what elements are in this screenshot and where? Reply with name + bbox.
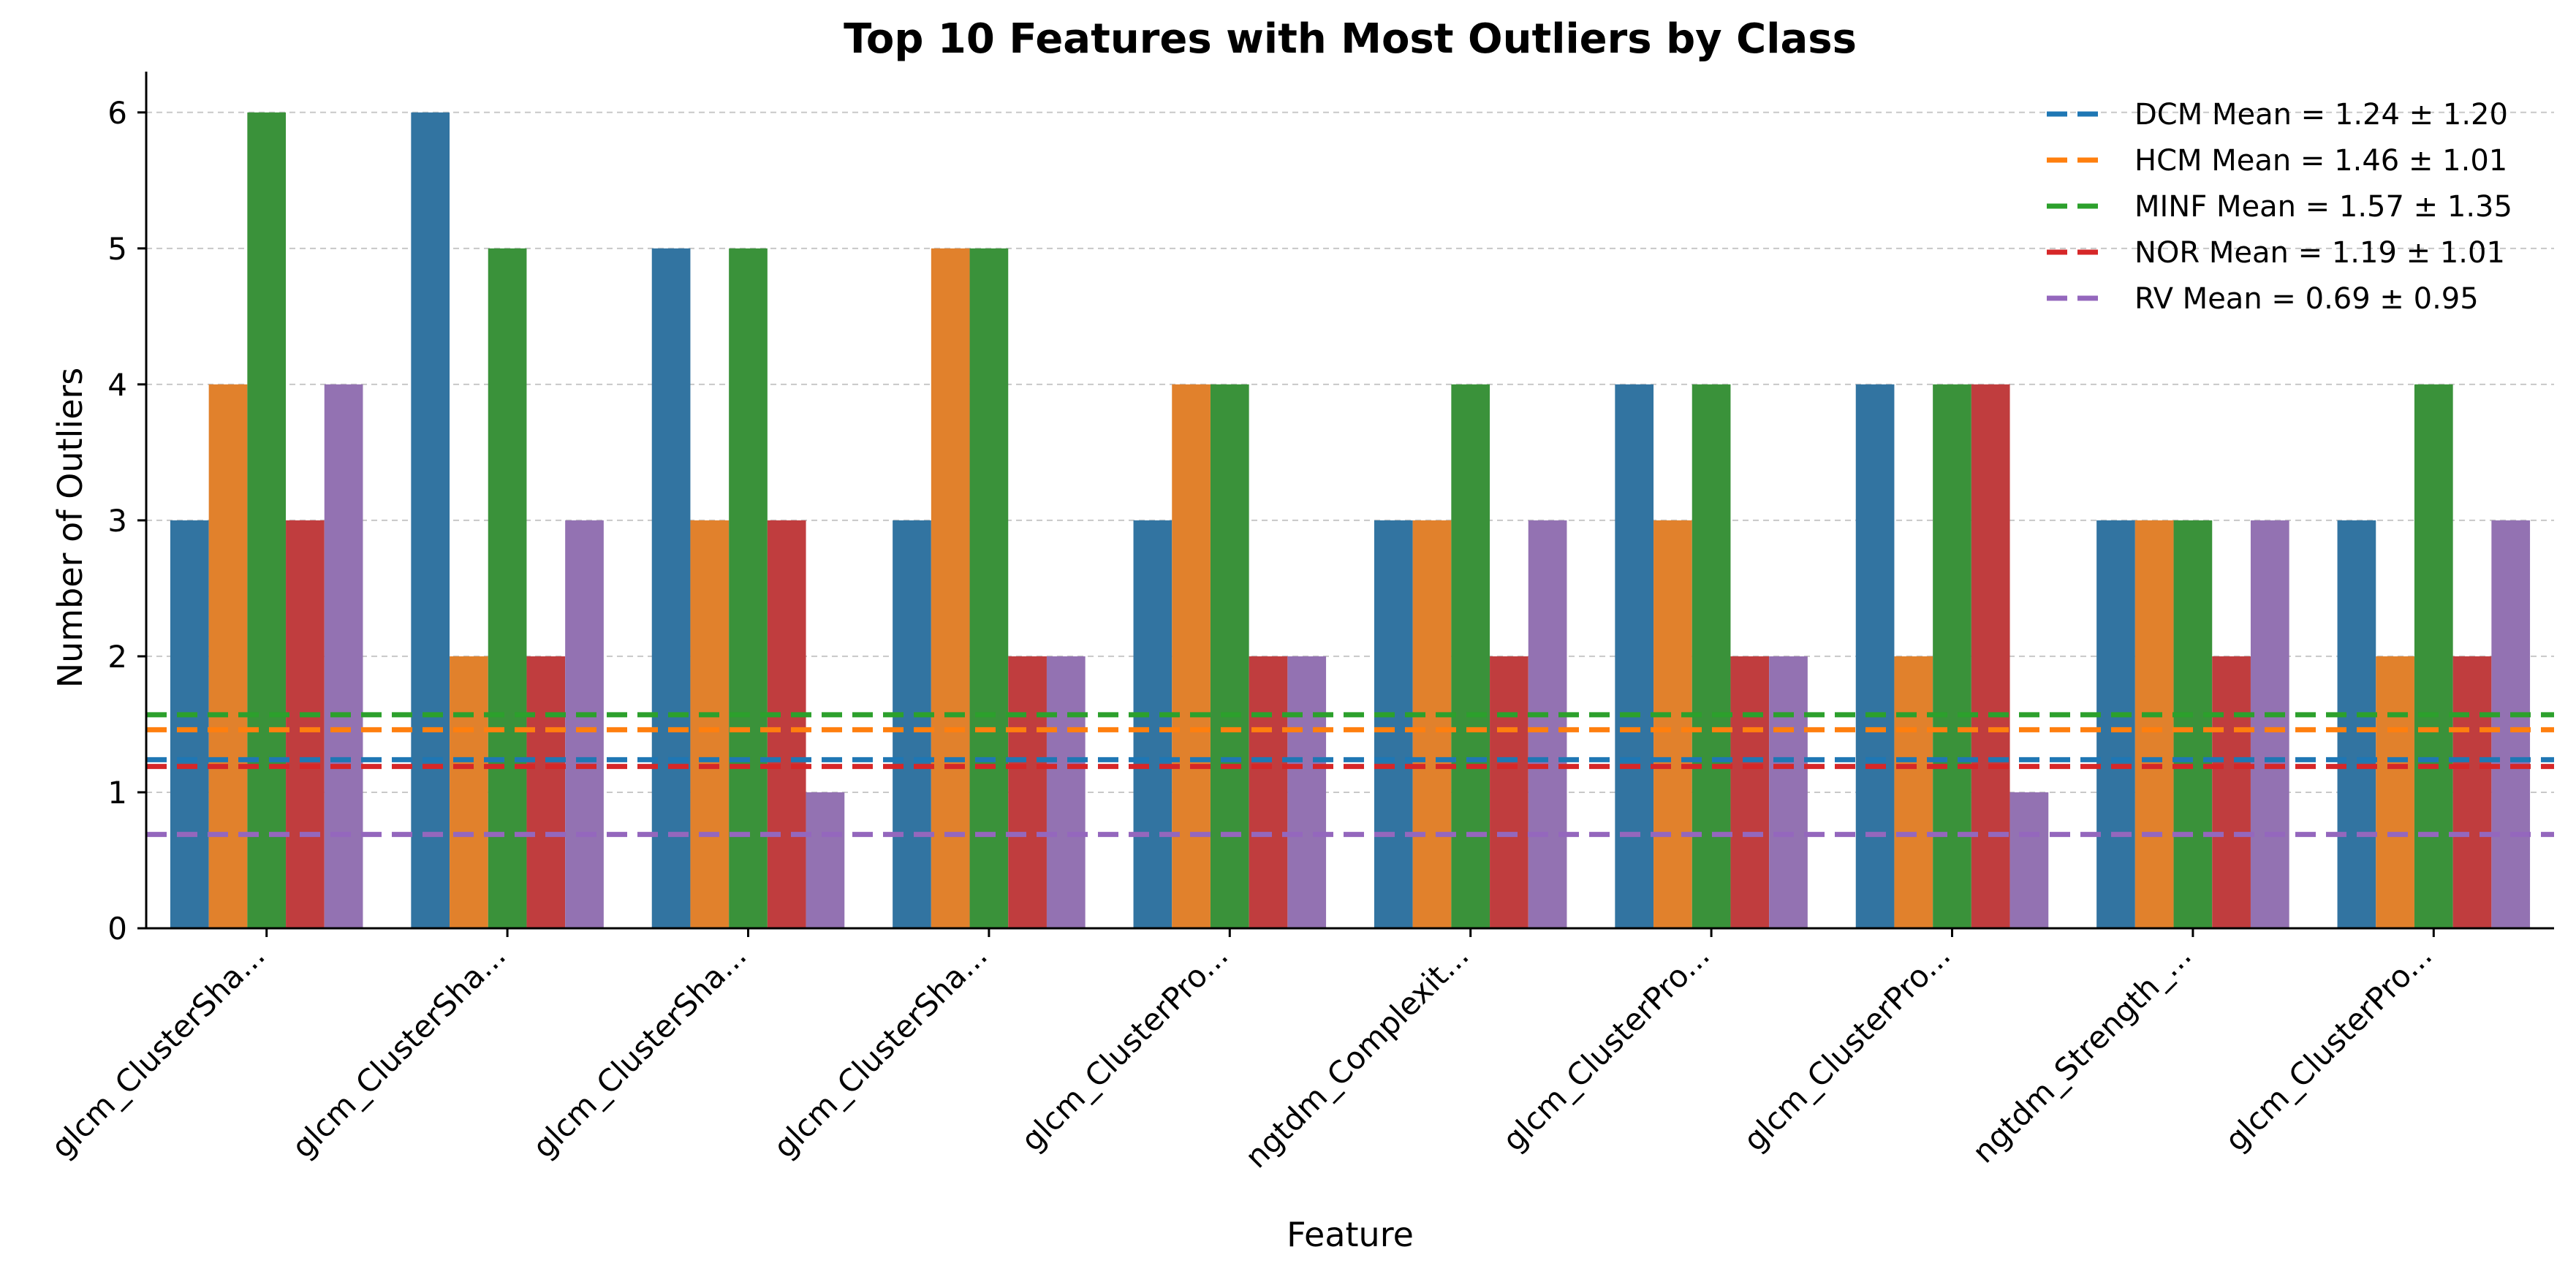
bar-hcm-9 [2376, 656, 2414, 928]
y-tick-label-2: 2 [107, 639, 127, 675]
x-tick-label-5: ngtdm_Complexit... [1238, 937, 1476, 1175]
bar-nor-4 [1249, 656, 1288, 928]
bar-nor-6 [1730, 656, 1770, 928]
bar-hcm-4 [1172, 384, 1211, 928]
legend-label-0: DCM Mean = 1.24 ± 1.20 [2134, 98, 2508, 132]
legend-label-1: HCM Mean = 1.46 ± 1.01 [2134, 144, 2507, 178]
x-tick-label-2: glcm_ClusterSha... [526, 937, 753, 1164]
y-tick-label-6: 6 [107, 95, 127, 131]
bar-dcm-3 [893, 520, 931, 928]
bar-rv-4 [1287, 656, 1327, 928]
legend: DCM Mean = 1.24 ± 1.20 HCM Mean = 1.46 ± … [2047, 98, 2512, 316]
x-axis-label: Feature [1287, 1215, 1414, 1254]
y-tick-label-0: 0 [107, 911, 127, 947]
y-tick-label-5: 5 [107, 231, 127, 267]
bar-minf-2 [729, 248, 768, 928]
bar-dcm-7 [1855, 384, 1895, 928]
bar-hcm-3 [931, 248, 970, 928]
x-tick-label-3: glcm_ClusterSha... [767, 937, 994, 1164]
bar-minf-9 [2414, 384, 2453, 928]
bar-rv-6 [1769, 656, 1808, 928]
bar-minf-3 [969, 248, 1009, 928]
bar-dcm-5 [1374, 520, 1413, 928]
bar-hcm-6 [1653, 520, 1692, 928]
bar-minf-4 [1210, 384, 1249, 928]
bar-rv-9 [2491, 520, 2531, 928]
bar-nor-5 [1490, 656, 1528, 928]
bar-hcm-5 [1412, 520, 1452, 928]
bar-dcm-6 [1615, 384, 1654, 928]
bar-dcm-2 [651, 248, 691, 928]
bar-minf-1 [488, 248, 527, 928]
y-tick-label-3: 3 [107, 503, 127, 539]
bar-nor-0 [286, 520, 325, 928]
x-tick-label-1: glcm_ClusterSha... [285, 937, 512, 1164]
x-tick-label-6: glcm_ClusterPro... [1496, 937, 1716, 1158]
bar-minf-5 [1451, 384, 1490, 928]
bar-nor-9 [2452, 656, 2492, 928]
bar-minf-8 [2173, 520, 2213, 928]
y-tick-label-1: 1 [107, 775, 127, 811]
bar-nor-7 [1971, 384, 2010, 928]
bar-rv-0 [324, 384, 363, 928]
bar-hcm-7 [1894, 656, 1933, 928]
bar-dcm-1 [411, 112, 450, 928]
legend-label-3: NOR Mean = 1.19 ± 1.01 [2134, 236, 2505, 270]
bar-dcm-4 [1133, 520, 1173, 928]
x-tick-label-7: glcm_ClusterPro... [1736, 937, 1957, 1158]
bar-hcm-2 [690, 520, 730, 928]
bar-nor-3 [1008, 656, 1047, 928]
legend-label-2: MINF Mean = 1.57 ± 1.35 [2134, 190, 2512, 224]
bar-dcm-0 [170, 520, 209, 928]
bar-hcm-8 [2134, 520, 2174, 928]
bar-minf-0 [247, 112, 287, 928]
bar-rv-1 [565, 520, 604, 928]
bar-nor-1 [526, 656, 566, 928]
x-tick-label-0: glcm_ClusterSha... [44, 937, 271, 1164]
mean-lines [146, 712, 2554, 838]
bar-hcm-0 [208, 384, 248, 928]
bar-nor-2 [767, 520, 806, 928]
bar-hcm-1 [450, 656, 488, 928]
bar-rv-3 [1046, 656, 1086, 928]
x-tick-label-4: glcm_ClusterPro... [1014, 937, 1235, 1158]
bar-minf-7 [1933, 384, 1971, 928]
bar-rv-7 [2009, 792, 2049, 928]
x-tick-label-8: ngtdm_Strength_... [1966, 937, 2198, 1169]
bar-rv-8 [2250, 520, 2289, 928]
bar-dcm-8 [2096, 520, 2135, 928]
bar-rv-2 [806, 792, 845, 928]
bar-rv-5 [1528, 520, 1567, 928]
legend-label-4: RV Mean = 0.69 ± 0.95 [2134, 282, 2479, 316]
bar-minf-6 [1692, 384, 1731, 928]
y-axis-label: Number of Outliers [50, 368, 90, 689]
chart-title: Top 10 Features with Most Outliers by Cl… [844, 15, 1857, 63]
bars [170, 112, 2531, 928]
y-tick-label-4: 4 [107, 367, 127, 403]
bar-dcm-9 [2337, 520, 2376, 928]
x-tick-label-9: glcm_ClusterPro... [2218, 937, 2439, 1158]
bar-nor-8 [2212, 656, 2251, 928]
